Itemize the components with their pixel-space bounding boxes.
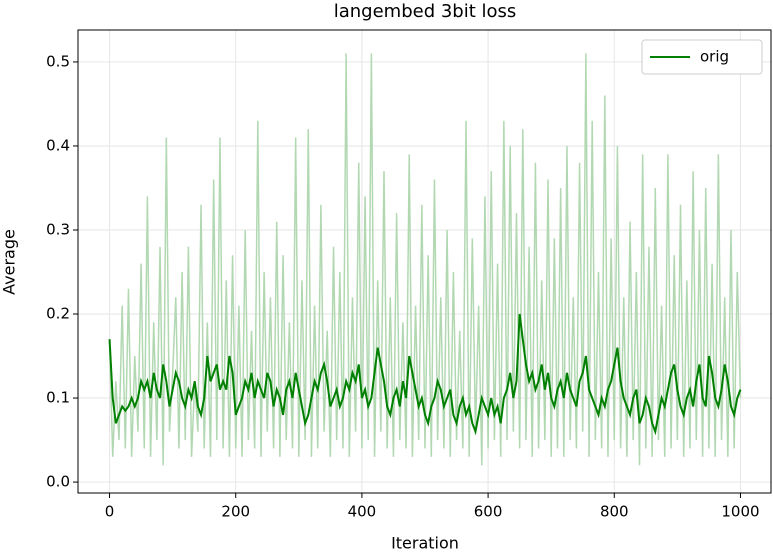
x-tick-label: 200 [221, 503, 250, 521]
y-axis-label: Average [0, 229, 19, 295]
y-tick-label: 0.3 [46, 220, 70, 238]
chart-title: langembed 3bit loss [334, 1, 517, 22]
plot-frame [77, 29, 772, 494]
legend-label: orig [700, 48, 729, 66]
y-tick-label: 0.5 [46, 52, 70, 70]
series-line [108, 313, 742, 436]
x-tick-label: 800 [600, 503, 629, 521]
legend-box [641, 39, 763, 75]
x-tick-label: 400 [348, 503, 377, 521]
x-axis-label: Iteration [391, 534, 459, 553]
x-tick-label: 1000 [721, 503, 759, 521]
y-tick-label: 0.1 [46, 389, 70, 407]
y-tick-label: 0.2 [46, 305, 70, 323]
series-line [108, 53, 742, 466]
x-tick-label: 600 [474, 503, 503, 521]
y-tick-label: 0.4 [46, 136, 70, 154]
x-tick-label: 0 [105, 503, 115, 521]
y-tick-label: 0.0 [46, 473, 70, 491]
